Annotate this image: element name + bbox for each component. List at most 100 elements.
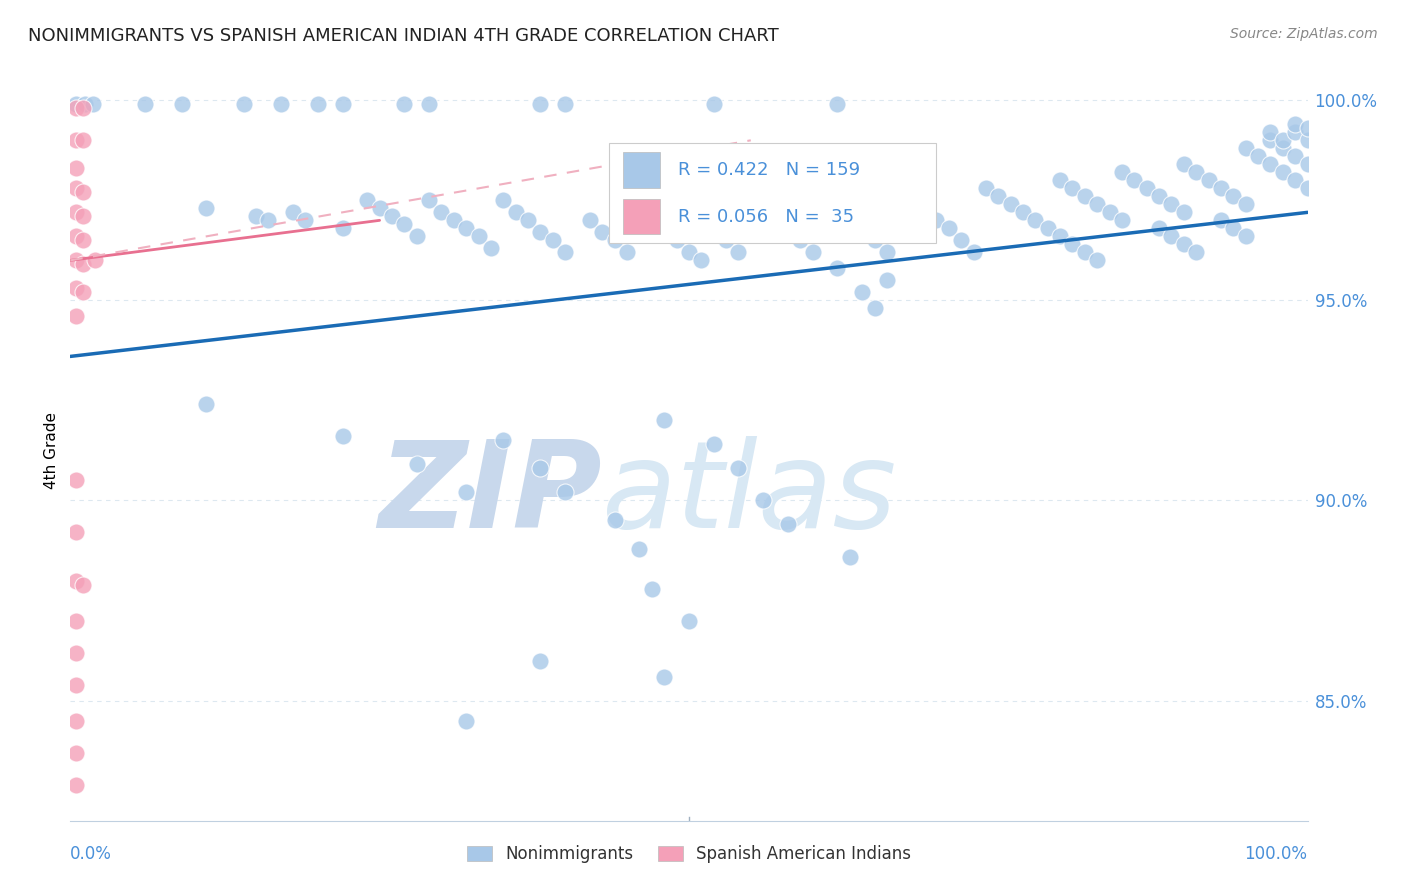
Point	[405, 458, 427, 472]
Point	[1147, 189, 1170, 203]
Point	[170, 97, 193, 112]
Point	[1209, 213, 1232, 227]
Point	[776, 225, 799, 239]
Point	[467, 229, 489, 244]
Point	[1074, 189, 1097, 203]
Point	[1160, 229, 1182, 244]
Point	[72, 285, 94, 300]
Point	[65, 133, 87, 147]
Point	[84, 253, 107, 268]
Point	[232, 97, 254, 112]
Point	[703, 225, 725, 239]
Point	[1098, 205, 1121, 219]
Point	[616, 245, 638, 260]
Text: 0.0%: 0.0%	[70, 845, 112, 863]
Point	[827, 205, 849, 219]
Point	[405, 229, 427, 244]
Bar	[623, 199, 661, 235]
Point	[1049, 173, 1071, 187]
Point	[394, 97, 416, 112]
Text: 100.0%: 100.0%	[1244, 845, 1308, 863]
Point	[443, 213, 465, 227]
Point	[270, 97, 292, 112]
Point	[430, 205, 453, 219]
Point	[456, 485, 478, 500]
Point	[727, 245, 749, 260]
Point	[195, 397, 218, 411]
Point	[752, 493, 775, 508]
Point	[245, 210, 267, 224]
Point	[1024, 213, 1046, 227]
Point	[65, 205, 87, 219]
Point	[801, 245, 824, 260]
Point	[456, 714, 478, 728]
Point	[652, 669, 675, 683]
Point	[368, 202, 391, 216]
Point	[776, 517, 799, 532]
Point	[1222, 221, 1244, 235]
Point	[1296, 157, 1319, 171]
Point	[950, 233, 973, 247]
Point	[603, 233, 626, 247]
Point	[1271, 141, 1294, 155]
Point	[281, 205, 304, 219]
Point	[765, 213, 787, 227]
Point	[65, 229, 87, 244]
Point	[394, 218, 416, 232]
Point	[356, 194, 378, 208]
Point	[529, 97, 551, 112]
Point	[1296, 121, 1319, 136]
Point	[1271, 133, 1294, 147]
Point	[962, 245, 984, 260]
Bar	[623, 153, 661, 187]
Point	[628, 541, 651, 556]
Point	[554, 97, 576, 112]
Point	[554, 485, 576, 500]
Point	[740, 194, 762, 208]
Point	[1247, 149, 1270, 163]
Point	[332, 97, 354, 112]
Point	[1198, 173, 1220, 187]
Point	[1062, 181, 1084, 195]
Point	[827, 261, 849, 276]
Point	[381, 210, 404, 224]
Point	[987, 189, 1010, 203]
Point	[1111, 213, 1133, 227]
Point	[900, 194, 922, 208]
Point	[82, 97, 104, 112]
Point	[1284, 125, 1306, 139]
Point	[65, 253, 87, 268]
Point	[678, 205, 700, 219]
Point	[1160, 197, 1182, 211]
Point	[752, 205, 775, 219]
Point	[72, 101, 94, 115]
FancyBboxPatch shape	[609, 144, 936, 244]
Point	[703, 437, 725, 451]
Point	[714, 233, 737, 247]
Point	[307, 97, 329, 112]
Point	[65, 714, 87, 728]
Text: R = 0.056   N =  35: R = 0.056 N = 35	[678, 208, 853, 226]
Legend: Nonimmigrants, Spanish American Indians: Nonimmigrants, Spanish American Indians	[458, 837, 920, 871]
Point	[678, 245, 700, 260]
Point	[851, 221, 873, 235]
Point	[492, 194, 515, 208]
Point	[863, 301, 886, 316]
Point	[628, 205, 651, 219]
Point	[75, 97, 97, 112]
Point	[1260, 157, 1282, 171]
Point	[838, 213, 860, 227]
Point	[1147, 221, 1170, 235]
Point	[1074, 245, 1097, 260]
Point	[1234, 229, 1257, 244]
Point	[65, 677, 87, 691]
Point	[72, 133, 94, 147]
Point	[1271, 165, 1294, 179]
Point	[65, 646, 87, 660]
Point	[492, 434, 515, 448]
Point	[529, 225, 551, 239]
Point	[591, 225, 613, 239]
Point	[1062, 237, 1084, 252]
Point	[1136, 181, 1159, 195]
Point	[1260, 125, 1282, 139]
